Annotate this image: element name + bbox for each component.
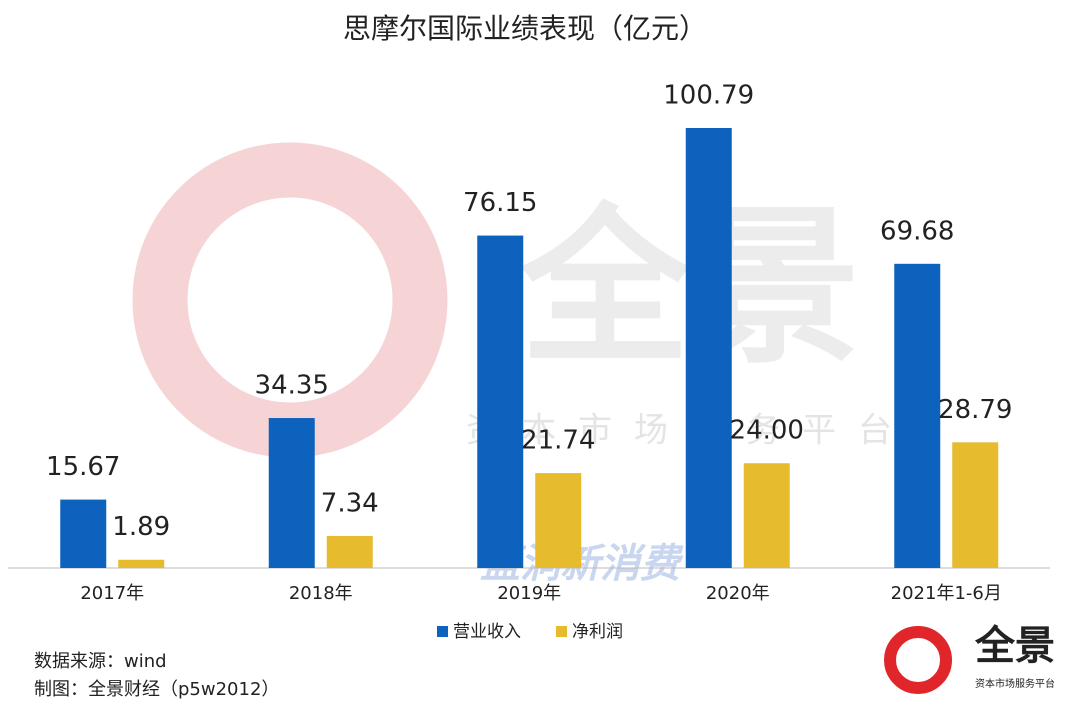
legend-swatch — [556, 626, 567, 637]
value-label: 7.34 — [321, 488, 379, 518]
value-label: 1.89 — [112, 512, 170, 542]
value-label: 28.79 — [938, 395, 1012, 425]
value-label: 100.79 — [663, 81, 754, 111]
credit-note: 制图：全景财经（p5w2012） — [34, 679, 279, 700]
bar — [118, 559, 165, 568]
x-tick-label: 2018年 — [289, 583, 353, 604]
legend-label: 营业收入 — [453, 622, 521, 642]
bar — [326, 535, 373, 568]
bar — [743, 463, 790, 568]
value-label: 69.68 — [880, 216, 954, 246]
logo-icon — [884, 626, 952, 694]
logo-name: 全景 — [974, 623, 1055, 669]
x-tick-label: 2021年1-6月 — [891, 583, 1002, 604]
bar — [268, 418, 315, 568]
bar — [894, 263, 941, 568]
value-label: 76.15 — [463, 188, 537, 218]
x-tick-label: 2020年 — [706, 583, 770, 604]
bar — [952, 442, 999, 568]
value-label: 24.00 — [730, 416, 804, 446]
value-label: 21.74 — [521, 426, 595, 456]
bar — [60, 499, 107, 568]
chart-title: 思摩尔国际业绩表现（亿元） — [343, 12, 707, 45]
value-label: 15.67 — [46, 452, 120, 482]
x-tick-label: 2019年 — [497, 583, 561, 604]
source-note: 数据来源：wind — [34, 651, 167, 672]
watermark-text: 资本市场服务平台 — [466, 411, 914, 451]
logo-slogan: 资本市场服务平台 — [975, 677, 1055, 690]
x-tick-label: 2017年 — [80, 583, 144, 604]
bar — [685, 128, 732, 568]
bar — [477, 235, 524, 568]
value-label: 34.35 — [255, 371, 329, 401]
bar — [535, 473, 582, 568]
legend-swatch — [437, 626, 448, 637]
legend-label: 净利润 — [572, 622, 623, 642]
